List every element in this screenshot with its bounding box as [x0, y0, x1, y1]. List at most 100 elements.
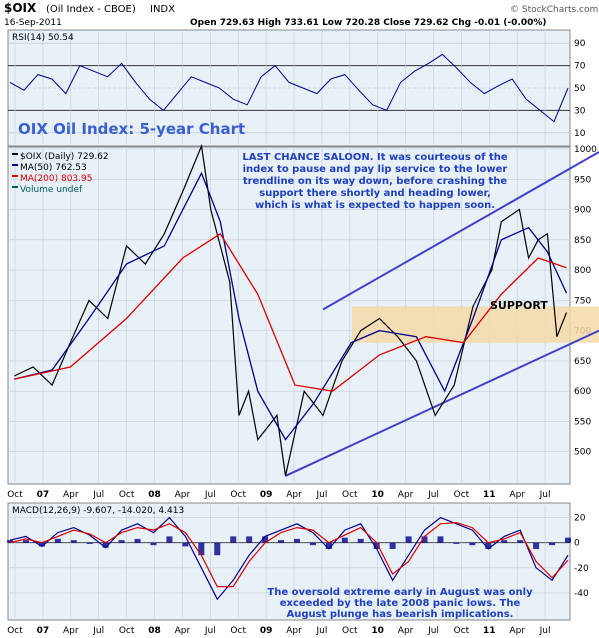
price-tick-label: 850 — [574, 236, 591, 246]
x-tick-label: Oct — [230, 626, 246, 636]
macd-hist-bar — [134, 538, 141, 543]
macd-hist-bar — [517, 540, 524, 543]
macd-hist-bar — [469, 542, 476, 546]
macd-hist-bar — [453, 542, 460, 544]
rsi-panel: 10 30 50 70 90 RSI(14) 50.54 — [7, 29, 586, 147]
macd-hist-bar — [70, 540, 77, 543]
price-lines — [14, 143, 568, 477]
macd-hist-bar — [549, 542, 556, 546]
macd-hist-bar — [341, 537, 348, 543]
x-tick-label: Apr — [175, 490, 191, 500]
price-tick-label: 950 — [574, 175, 591, 185]
ma200-line — [14, 232, 567, 392]
symbol-label: $OIX — [4, 1, 37, 15]
macd-panel: -40 -20 0 20 MACD(12,26,9) -9.607, -14.020,… — [7, 502, 589, 621]
macd-hist-bar — [198, 542, 205, 556]
macd-tick-label: -40 — [574, 589, 589, 599]
macd-hist-bar — [421, 536, 428, 543]
annotation-bottom-line: The oversold extreme early in August was… — [267, 587, 533, 598]
x-tick-label: 09 — [260, 490, 273, 500]
annotation-top-line: index to pause and pay lip service to th… — [243, 164, 508, 175]
macd-hist-bar — [214, 542, 221, 556]
macd-line — [9, 516, 569, 601]
support-label: SUPPORT — [490, 299, 548, 312]
x-tick-label: Apr — [398, 626, 414, 636]
price-panel: 5005506006507007508008509009501000 OIX O… — [7, 120, 599, 485]
x-tick-label: Oct — [342, 626, 358, 636]
legend-entry: MA(50) 762.53 — [20, 163, 87, 173]
macd-hist-bar — [405, 536, 412, 543]
macd-hist-bar — [166, 536, 173, 543]
macd-hist-bar — [309, 542, 316, 546]
macd-lines — [9, 516, 569, 601]
price-tick-label: 1000 — [574, 145, 597, 155]
rsi-tick-label: 10 — [574, 129, 586, 139]
x-tick-label: 10 — [371, 490, 384, 500]
macd-hist-bar — [54, 538, 61, 543]
price-tick-label: 550 — [574, 417, 591, 427]
macd-grid — [8, 505, 570, 618]
price-tick-label: 650 — [574, 357, 591, 367]
upper-trendline — [322, 151, 599, 311]
date-label: 16-Sep-2011 — [4, 18, 62, 28]
rsi-grid — [8, 32, 570, 144]
rsi-legend: RSI(14) 50.54 — [12, 33, 74, 43]
price-tick-label: 750 — [574, 296, 591, 306]
x-tick-label: Oct — [342, 490, 358, 500]
ma50-line — [14, 171, 568, 441]
price-tick-label: 800 — [574, 266, 591, 276]
macd-hist-bar — [533, 542, 540, 549]
x-tick-label: 10 — [371, 626, 384, 636]
rsi-ticks: 10 30 50 70 90 — [574, 39, 586, 139]
rsi-line — [9, 53, 569, 123]
macd-hist-bar — [22, 540, 29, 543]
macd-hist-bar — [357, 538, 364, 543]
macd-hist-bar — [7, 540, 13, 543]
x-tick-label: Oct — [7, 490, 23, 500]
index-name: (Oil Index - CBOE) — [46, 4, 136, 15]
x-tick-label: 08 — [148, 626, 161, 636]
price-line — [14, 143, 568, 477]
legend-entry: Volume undef — [20, 185, 83, 195]
x-tick-label: Oct — [454, 490, 470, 500]
x-tick-label: Jul — [539, 490, 551, 500]
x-tick-label: 11 — [483, 626, 496, 636]
annotation-top-line: LAST CHANCE SALOON. It was courteous of … — [242, 152, 508, 163]
x-tick-label: Jul — [427, 626, 439, 636]
x-tick-label: Jul — [427, 490, 439, 500]
x-tick-label: Oct — [230, 490, 246, 500]
x-tick-label: Apr — [509, 490, 525, 500]
legend-swatch — [12, 186, 18, 188]
x-tick-label: Oct — [454, 626, 470, 636]
macd-hist-bar — [389, 542, 396, 549]
x-tick-label: 07 — [37, 490, 50, 500]
x-tick-label: 09 — [260, 626, 273, 636]
x-tick-label: Apr — [286, 626, 302, 636]
macd-hist-bar — [278, 540, 285, 543]
macd-hist-bar — [246, 536, 253, 543]
legend-swatch — [12, 175, 18, 177]
macd-hist-bar — [150, 542, 157, 546]
x-tick-label: Jul — [204, 626, 216, 636]
exchange-label: INDX — [150, 4, 175, 15]
macd-hist-bar — [485, 542, 492, 549]
macd-tick-label: 0 — [574, 539, 580, 549]
legend-swatch — [12, 164, 18, 166]
macd-legend: MACD(12,26,9) -9.607, -14.020, 4.413 — [12, 506, 184, 516]
legend-swatch — [12, 153, 18, 155]
ohlc-label: Open 729.63 High 733.61 Low 720.28 Close… — [190, 18, 546, 28]
x-tick-label: 08 — [148, 490, 161, 500]
x-tick-label: Jul — [204, 490, 216, 500]
rsi-lines — [9, 53, 569, 123]
price-tick-label: 500 — [574, 448, 591, 458]
annotation-bottom: The oversold extreme early in August was… — [267, 587, 533, 620]
x-axis-macd: Oct 07 Apr Jul Oct 08 Apr Jul Oct 09 Apr Jul Oct 10 Ap… — [7, 626, 550, 636]
annotation-top-line: trendline on its way down, before crashi… — [243, 176, 508, 187]
macd-hist-bar — [86, 542, 93, 544]
legend-entry: $OIX (Daily) 729.62 — [20, 152, 109, 162]
annotation-top: LAST CHANCE SALOON. It was courteous of … — [242, 152, 508, 211]
macd-hist-bar — [325, 542, 332, 549]
